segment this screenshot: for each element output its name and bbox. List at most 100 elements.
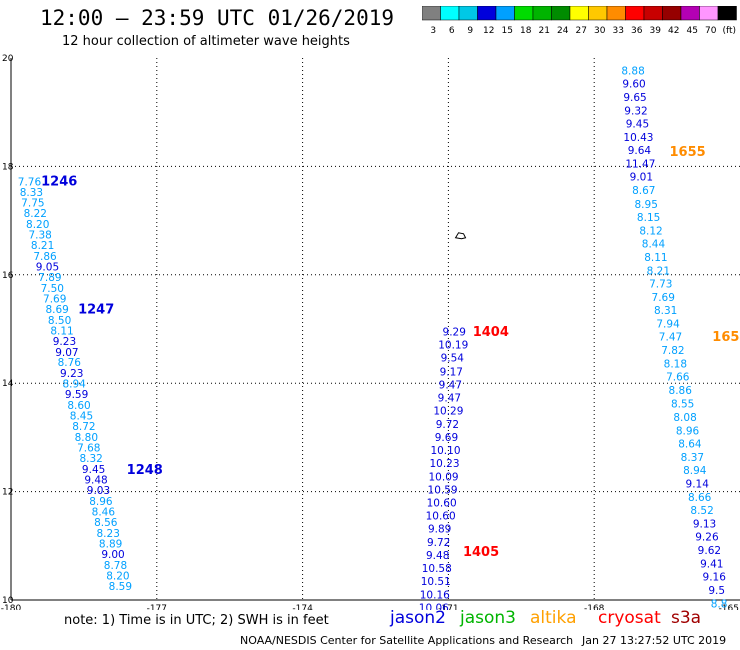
wave-height-value: 9.65 xyxy=(623,92,646,104)
legend-jason3: jason3 xyxy=(460,608,516,628)
map-title: 12:00 – 23:59 UTC 01/26/2019 xyxy=(40,6,395,30)
wave-height-value: 10.60 xyxy=(427,497,457,509)
wave-height-value: 8.60 xyxy=(67,400,90,412)
wave-height-value: 8.18 xyxy=(664,359,687,371)
wave-height-value: 9.72 xyxy=(427,537,450,549)
pass-time-label: 1655 xyxy=(670,145,706,160)
wave-height-value: 8.32 xyxy=(79,453,102,465)
pass-time-label: 1248 xyxy=(127,463,163,478)
wave-height-value: 8.55 xyxy=(671,398,694,410)
wave-height-value: 10.58 xyxy=(422,563,452,575)
map-subtitle: 12 hour collection of altimeter wave hei… xyxy=(62,34,350,49)
pass-time-label: 1247 xyxy=(78,302,114,317)
wave-height-value: 7.94 xyxy=(656,319,680,331)
wave-height-value: 9.03 xyxy=(87,485,110,497)
colorbar-label: 33 xyxy=(613,26,624,36)
wave-height-value: 8.80 xyxy=(75,432,98,444)
wave-height-value: 8.08 xyxy=(673,412,696,424)
wave-height-value: 8.96 xyxy=(89,496,113,508)
wave-height-value: 10.09 xyxy=(429,471,459,483)
wave-height-value: 10.06 xyxy=(419,603,449,610)
wave-height-value: 9.45 xyxy=(626,119,649,131)
wave-height-value: 9.13 xyxy=(693,519,716,531)
wave-height-value: 9.01 xyxy=(630,172,653,184)
wave-height-value: 8.88 xyxy=(621,65,644,77)
colorbar-swatch xyxy=(717,6,737,21)
wave-height-value: 9.00 xyxy=(101,549,124,561)
wave-height-value: 9.72 xyxy=(436,419,459,431)
colorbar-label: 24 xyxy=(557,26,569,36)
wave-height-value: 7.76 xyxy=(18,177,42,189)
wave-height-value: 7.75 xyxy=(21,198,44,210)
wave-height-value: 8.67 xyxy=(632,185,655,197)
wave-height-value: 8.37 xyxy=(681,452,704,464)
pass-time-label: 1404 xyxy=(473,325,509,340)
wave-height-value: 7.69 xyxy=(652,292,675,304)
wave-height-value: 9.16 xyxy=(703,572,727,584)
y-tick-label: 16 xyxy=(2,271,14,281)
wave-height-value: 8.21 xyxy=(31,240,54,252)
wave-height-value: 8.33 xyxy=(20,187,43,199)
wave-height-value: 8.12 xyxy=(639,225,662,237)
x-tick-label: -171 xyxy=(438,604,458,610)
wave-height-value: 10.59 xyxy=(428,484,458,496)
wave-height-value: 8.44 xyxy=(642,238,666,250)
x-tick-label: -174 xyxy=(292,604,313,610)
footer-note: note: 1) Time is in UTC; 2) SWH is in fe… xyxy=(64,613,329,628)
colorbar-label: 18 xyxy=(520,26,532,36)
generated-timestamp: Jan 27 13:27:52 UTC 2019 xyxy=(582,634,727,647)
wave-height-value: 10.29 xyxy=(433,405,463,417)
wave-height-value: 8.56 xyxy=(94,517,118,529)
wave-height-value: 8.76 xyxy=(58,357,82,369)
wave-height-value: 11.47 xyxy=(625,159,655,171)
legend-s3a: s3a xyxy=(671,608,702,628)
wave-height-value: 8.96 xyxy=(676,425,700,437)
wave-height-value: 10.10 xyxy=(430,445,460,457)
wave-height-value: 10.23 xyxy=(429,458,459,470)
wave-height-value: 7.47 xyxy=(659,332,682,344)
wave-height-value: 7.66 xyxy=(666,372,690,384)
legend-cryosat: cryosat xyxy=(598,608,661,628)
wave-height-value: 9.14 xyxy=(686,478,710,490)
wave-height-value: 8.15 xyxy=(637,212,660,224)
wave-height-value: 7.73 xyxy=(649,278,672,290)
y-tick-label: 14 xyxy=(2,379,14,389)
y-tick-label: 18 xyxy=(2,162,14,172)
wave-height-value: 8.59 xyxy=(109,581,132,593)
wave-height-value: 9.48 xyxy=(84,475,107,487)
wave-height-value: 8.46 xyxy=(92,507,116,519)
wave-height-value: 10.16 xyxy=(420,590,450,602)
wave-height-value: 8.21 xyxy=(647,265,670,277)
wave-height-value: 10.19 xyxy=(438,340,468,352)
wave-height-value: 8.20 xyxy=(106,571,129,583)
wave-height-value: 8.31 xyxy=(654,305,677,317)
wave-height-value: 7.89 xyxy=(38,272,61,284)
wave-height-value: 8.45 xyxy=(70,411,93,423)
wave-height-value: 7.50 xyxy=(41,283,64,295)
colorbar-label: 42 xyxy=(668,26,679,36)
credit-line: NOAA/NESDIS Center for Satellite Applica… xyxy=(240,634,574,647)
legend-jason2: jason2 xyxy=(390,608,446,628)
wave-height-value: 9.29 xyxy=(443,327,466,339)
wave-height-map: -180 -177 -174 -171 -168 -165 20 18 16 14 12 10 7.76… xyxy=(1,54,740,610)
pass-time-label: 1246 xyxy=(41,174,77,189)
colorbar-label: 30 xyxy=(594,26,606,36)
wave-height-value: 9.5 xyxy=(708,585,725,597)
wave-height-value: 8.64 xyxy=(678,438,702,450)
wave-height-value: 9.26 xyxy=(695,532,719,544)
wave-height-value: 7.82 xyxy=(661,345,684,357)
wave-height-value: 8.50 xyxy=(48,315,71,327)
wave-height-value: 8.11 xyxy=(50,326,73,338)
wave-height-value: 8.78 xyxy=(104,560,127,572)
colorbar-label: 70 xyxy=(705,26,717,36)
colorbar-label: (ft) xyxy=(722,26,736,36)
wave-height-value: 8.94 xyxy=(683,465,707,477)
y-tick-label: 12 xyxy=(2,488,13,498)
wave-height-value: 9.89 xyxy=(428,523,451,535)
colorbar-label: 36 xyxy=(631,26,643,36)
wave-height-value: 9.54 xyxy=(441,353,465,365)
wave-height-value: 8.23 xyxy=(97,528,120,540)
wave-height-value: 9.47 xyxy=(439,379,462,391)
x-tick-label: -168 xyxy=(584,604,605,610)
colorbar-label: 15 xyxy=(502,26,513,36)
